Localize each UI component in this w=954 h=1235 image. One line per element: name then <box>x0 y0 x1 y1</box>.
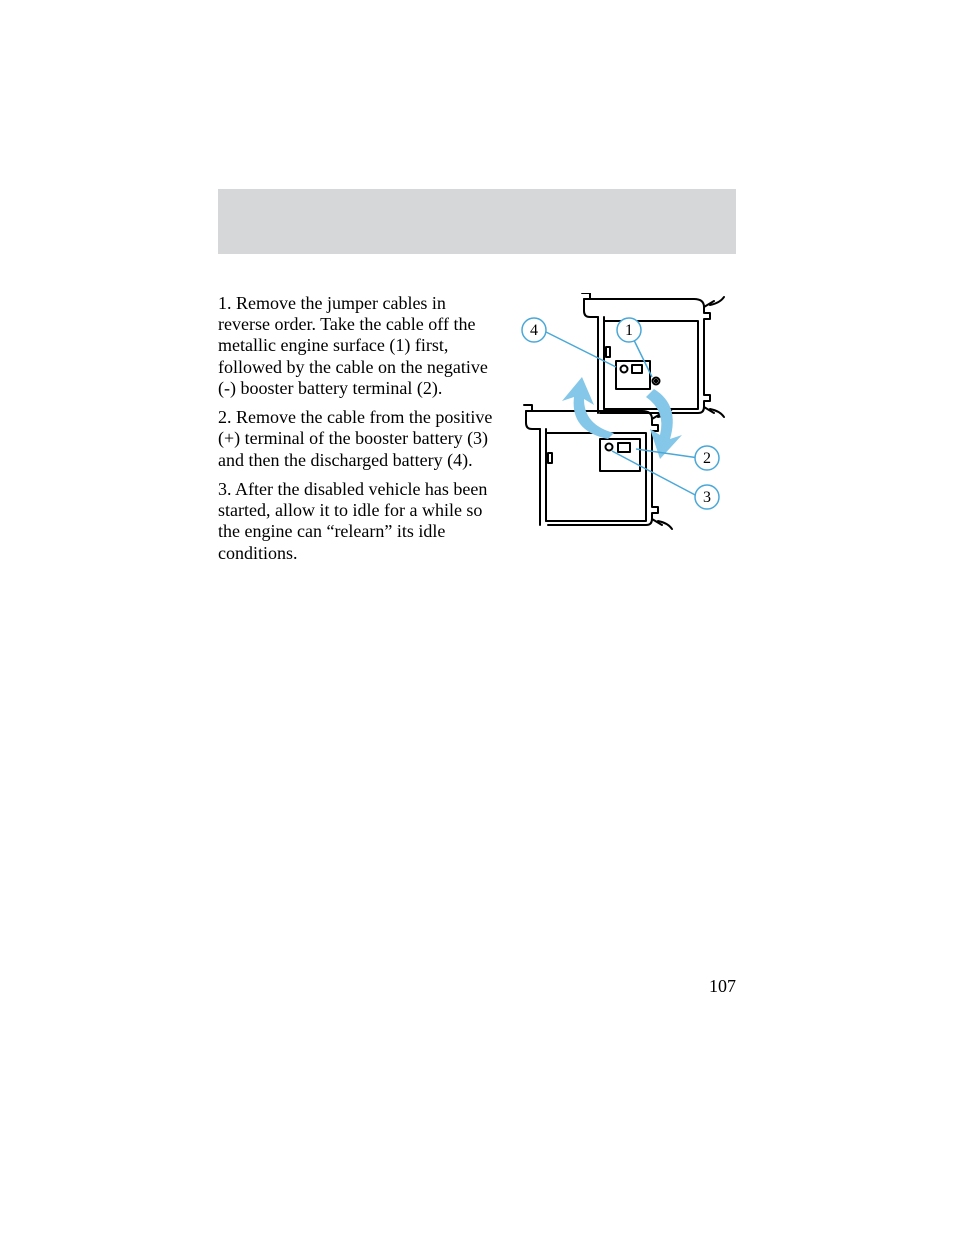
paragraph-2: 2. Remove the cable from the positive (+… <box>218 407 500 471</box>
callout-1-icon: 1 <box>617 318 641 342</box>
page-number: 107 <box>709 976 736 997</box>
callout-2-icon: 2 <box>695 446 719 470</box>
callout-4-icon: 4 <box>522 318 546 342</box>
lower-vehicle <box>524 405 672 529</box>
callout-1-label: 1 <box>625 322 633 339</box>
callout-2-label: 2 <box>703 450 711 467</box>
jumper-cable-diagram: 4 1 2 3 <box>504 293 736 535</box>
paragraph-3: 3. After the disabled vehicle has been s… <box>218 479 500 564</box>
header-bar <box>218 189 736 254</box>
callout-4-label: 4 <box>530 322 538 339</box>
body-text: 1. Remove the jumper cables in reverse o… <box>218 293 500 572</box>
callout-3-label: 3 <box>703 489 711 506</box>
diagram-svg: 4 1 2 3 <box>504 293 736 535</box>
paragraph-1: 1. Remove the jumper cables in reverse o… <box>218 293 500 399</box>
callout-3-icon: 3 <box>695 485 719 509</box>
